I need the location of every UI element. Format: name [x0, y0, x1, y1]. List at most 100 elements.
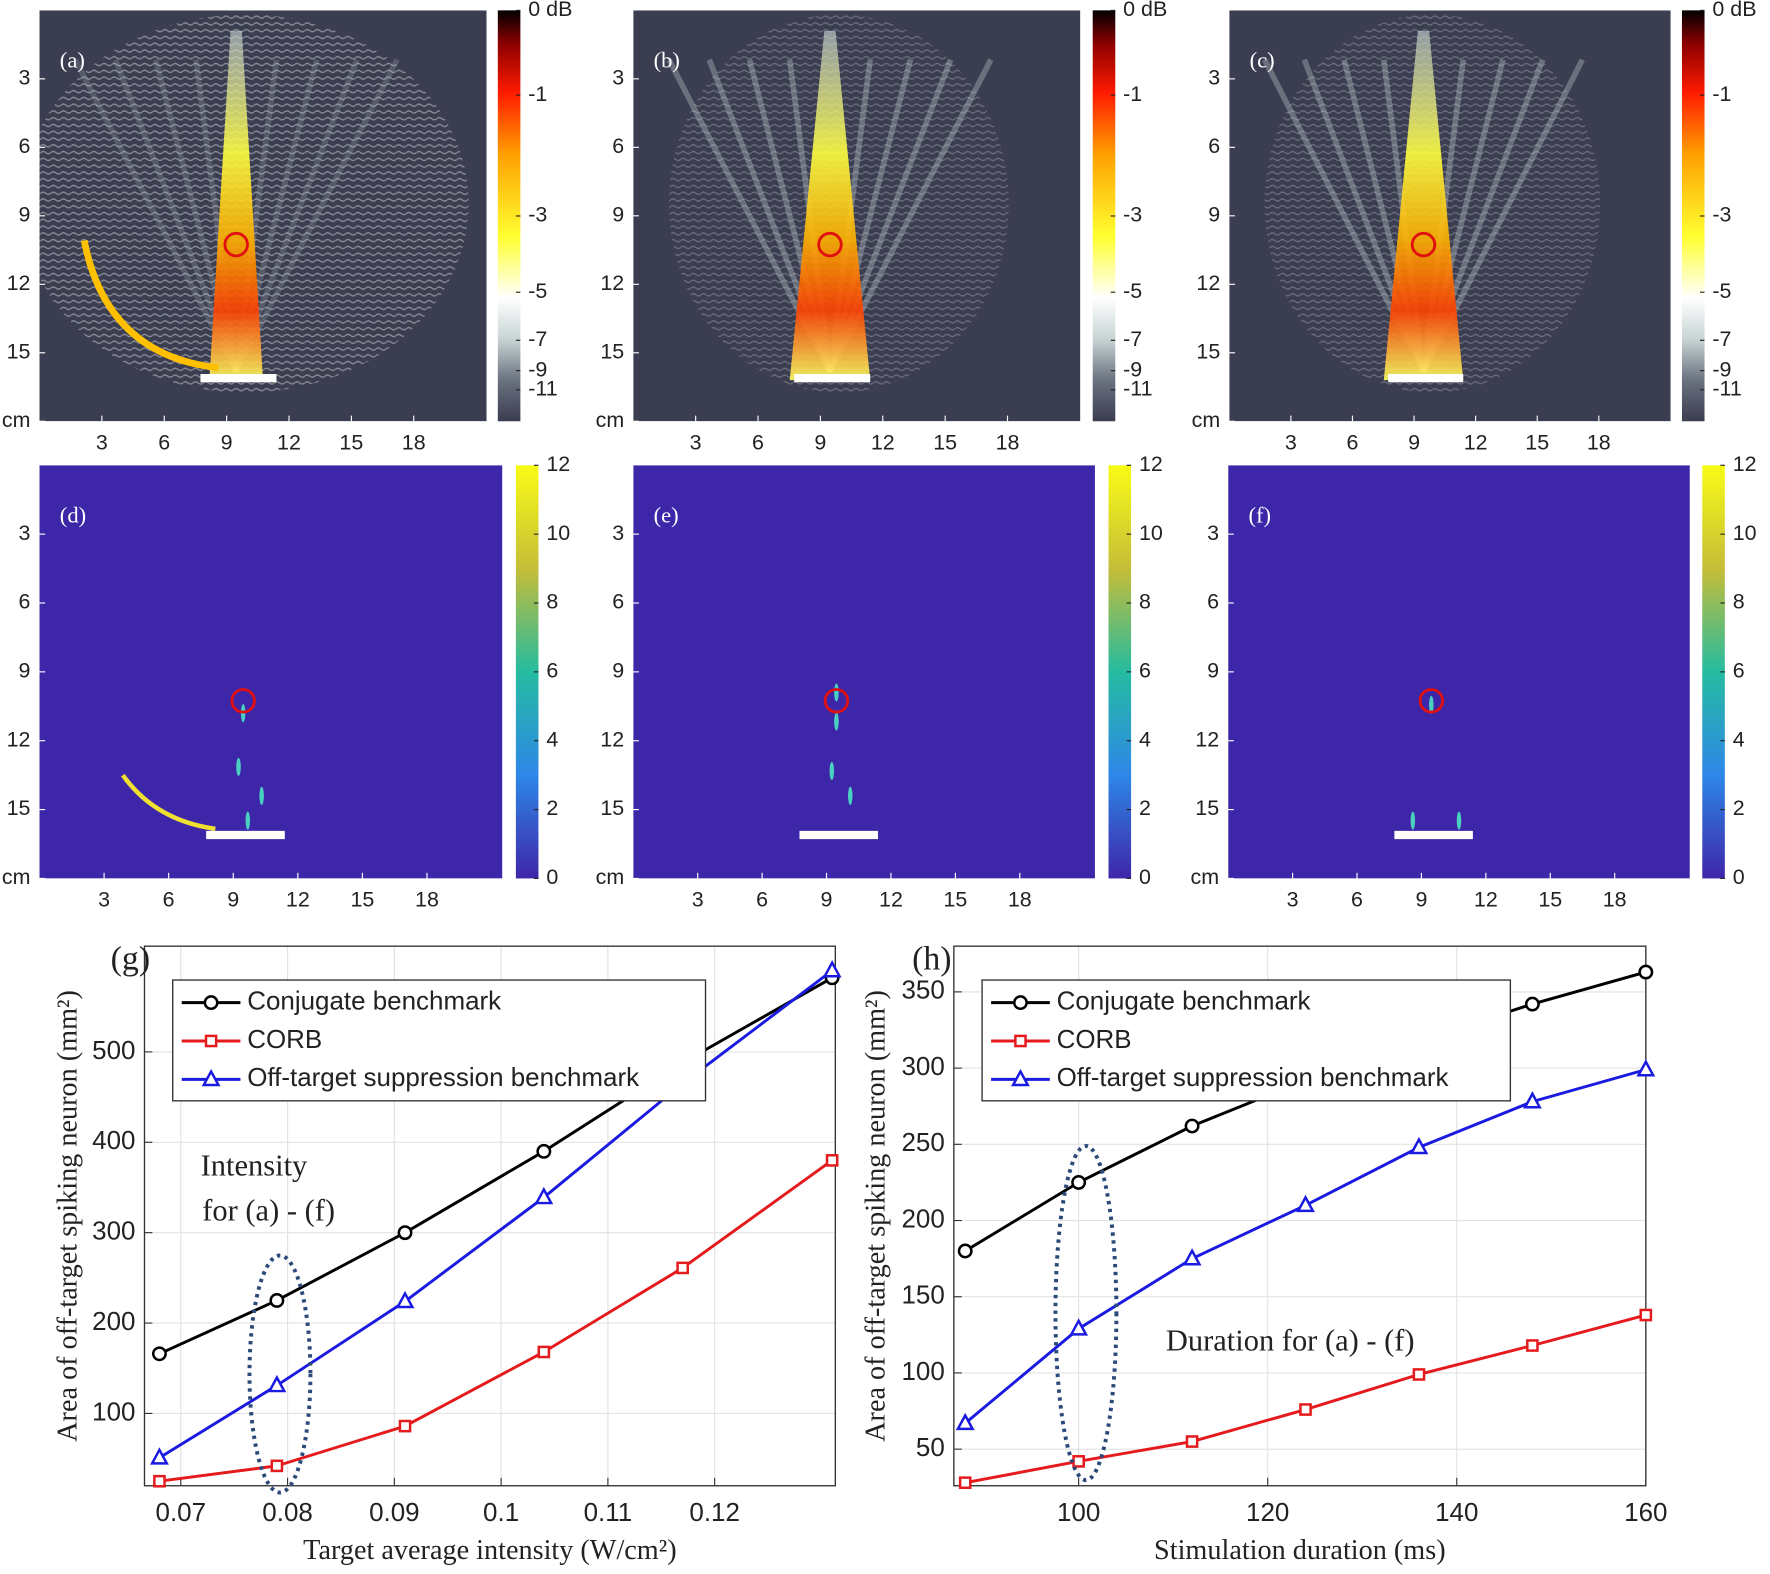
y-tick-label: cm [1191, 865, 1220, 889]
colorbar-tick-label: 0 [546, 865, 558, 889]
transducer [206, 830, 285, 840]
x-tick-label: 0.09 [369, 1497, 420, 1527]
colorbar [1108, 465, 1132, 879]
y-tick-label: 9 [1208, 202, 1220, 226]
target-marker [230, 688, 256, 714]
axes-frame [143, 945, 837, 1487]
y-tick-label: 6 [1207, 590, 1219, 614]
side-lobe [233, 58, 400, 374]
x-tick-label: 9 [1415, 888, 1427, 912]
x-tick-label: 15 [933, 430, 957, 454]
colorbar-tick-label: -1 [528, 82, 547, 106]
hot-spot [834, 683, 839, 702]
series-line [159, 1159, 833, 1483]
line-chart: 0.07 0.08 0.09 0.1 0.11 0.12 100 200 300 400 500 Co… [52, 941, 842, 1566]
x-tick-label: 15 [1525, 430, 1549, 454]
marker [270, 1459, 284, 1473]
y-tick-label: 9 [612, 659, 624, 683]
colorbar [1681, 10, 1705, 422]
colorbar-tick-label: -5 [1712, 279, 1731, 303]
y-tick-label: cm [2, 408, 31, 432]
x-tick-label: 18 [402, 430, 426, 454]
marker [150, 1447, 169, 1465]
y-tick-label: 3 [612, 521, 624, 545]
heatmap-background [1228, 465, 1690, 879]
x-tick-label: 3 [690, 430, 702, 454]
y-tick-label: 3 [19, 521, 31, 545]
annotation: Intensity [201, 1149, 308, 1183]
y-tick-label: 9 [1207, 659, 1219, 683]
panel-label: (b) [654, 47, 680, 72]
hot-spot [829, 761, 835, 781]
colorbar-tick-label: 0 dB [1712, 0, 1756, 21]
legend-label: Off-target suppression benchmark [1057, 1062, 1450, 1092]
heatmap-background [633, 465, 1095, 879]
y-tick-label: 3 [1208, 66, 1220, 90]
colorbar-tick-label: 8 [1733, 590, 1745, 614]
x-tick-label: 3 [692, 888, 704, 912]
series-line [158, 976, 833, 1356]
highlight-ellipse [247, 1253, 313, 1495]
colorbar-tick-label: -9 [1712, 357, 1731, 381]
field-speckle [39, 14, 469, 393]
marker [1636, 1059, 1656, 1077]
colorbar-tick-label: 0 dB [1123, 0, 1167, 21]
target-marker [817, 231, 843, 258]
x-tick-label: 15 [339, 430, 363, 454]
y-tick-label: 9 [19, 659, 31, 683]
transducer [799, 830, 878, 840]
y-tick-label: cm [596, 408, 625, 432]
line-chart: 100 120 140 160 50 100 150 200 250 300 350 Conjugat… [861, 941, 1668, 1566]
colorbar-tick-label: 10 [1733, 521, 1757, 545]
colorbar-tick-label: -9 [528, 357, 547, 381]
y-tick-label: 12 [1196, 271, 1220, 295]
annotation: Duration for (a) - (f) [1166, 1324, 1415, 1358]
legend-label: Conjugate benchmark [1057, 985, 1312, 1015]
y-tick-label: 15 [7, 339, 31, 363]
y-tick-label: cm [1192, 408, 1221, 432]
side-lobe [72, 58, 239, 374]
colorbar-tick-label: 6 [1139, 659, 1151, 683]
y-tick-label: 15 [7, 796, 31, 820]
colorbar-tick-label: 2 [1139, 796, 1151, 820]
skull-reflection [120, 773, 216, 832]
y-tick-label: 6 [1208, 134, 1220, 158]
y-tick-label: 15 [600, 796, 624, 820]
marker [269, 1293, 285, 1308]
series-line [158, 969, 834, 1459]
marker [1524, 996, 1540, 1012]
colorbar-tick-label: 4 [1139, 727, 1151, 751]
hot-spot [834, 712, 839, 731]
x-tick-label: 12 [879, 888, 903, 912]
colorbar-tick-label: 8 [546, 590, 558, 614]
marker [1013, 995, 1028, 1011]
legend-label: CORB [247, 1024, 322, 1054]
x-tick-label: 12 [286, 888, 310, 912]
x-tick-label: 9 [821, 888, 833, 912]
target-marker [823, 688, 850, 714]
panel-label: (a) [60, 47, 85, 72]
heatmap-image [39, 465, 503, 879]
y-tick-label: 6 [19, 134, 31, 158]
colorbar-tick-label: -9 [1123, 357, 1142, 381]
marker [1526, 1339, 1539, 1352]
colorbar-tick-label: -3 [1123, 203, 1142, 227]
x-tick-label: 9 [227, 888, 239, 912]
y-axis-label: Area of off-target spiking neuron (mm²) [861, 990, 892, 1442]
y-tick-label: 100 [902, 1356, 945, 1386]
y-tick-label: 12 [7, 271, 31, 295]
colorbar-tick-label: -7 [1123, 327, 1142, 351]
colorbar-tick-label: 0 [1733, 865, 1745, 889]
colorbar-tick-label: 2 [1733, 796, 1745, 820]
colorbar-tick-label: -5 [1123, 279, 1142, 303]
y-tick-label: 15 [1195, 796, 1219, 820]
main-beam [209, 30, 264, 381]
marker [153, 1474, 166, 1488]
x-tick-label: 9 [814, 430, 826, 454]
colorbar [1092, 10, 1116, 422]
colorbar-tick-label: -11 [528, 376, 557, 400]
x-tick-label: 6 [752, 430, 764, 454]
axes-frame [953, 945, 1647, 1487]
target-marker [1410, 231, 1437, 258]
colorbar-tick-label: -11 [1123, 376, 1152, 400]
